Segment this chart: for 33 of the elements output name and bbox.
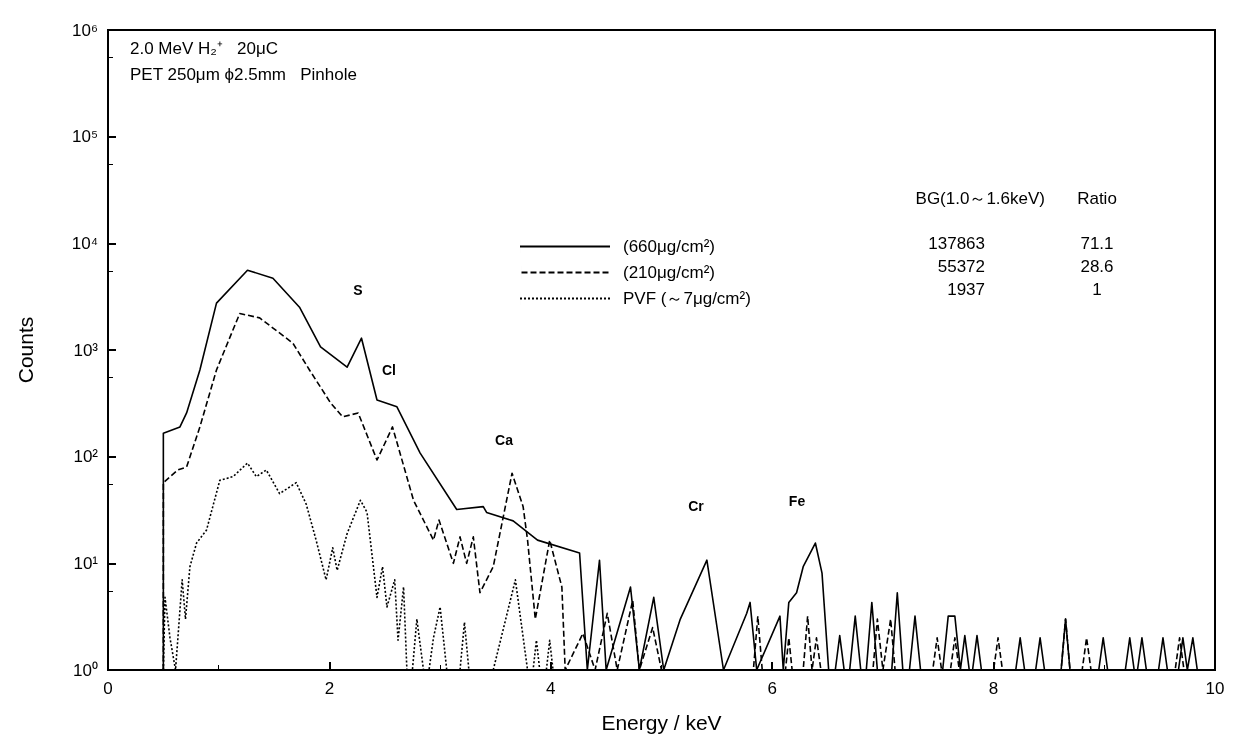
legend-label: (660μg/cm²) [623, 237, 715, 256]
y-tick-label: 10⁴ [71, 233, 98, 253]
annotation: BG(1.0～1.6keV) [915, 189, 1045, 208]
y-tick-label: 10¹ [73, 553, 99, 573]
x-tick-label: 0 [103, 679, 113, 698]
annotation: Ca [495, 432, 514, 448]
x-tick-label: 8 [988, 679, 999, 698]
x-axis-title: Energy / keV [601, 711, 722, 734]
x-tick-label: 10 [1205, 679, 1225, 698]
annotation: Cr [688, 498, 705, 514]
legend-label: (210μg/cm²) [623, 263, 715, 282]
annotation: S [353, 282, 363, 298]
y-tick-label: 10⁰ [73, 660, 98, 680]
annotation: 2.0 MeV H₂⁺ 20μC [130, 39, 279, 58]
x-tick-label: 6 [767, 679, 777, 698]
y-tick-label: 10⁵ [72, 127, 98, 147]
annotation: Fe [788, 493, 806, 509]
y-axis-title: Counts [14, 316, 37, 384]
annotation: 1937 [947, 280, 985, 299]
annotation: 1 [1092, 280, 1102, 299]
annotation: 55372 [937, 257, 985, 276]
y-tick-label: 10³ [73, 340, 99, 360]
annotation: Ratio [1077, 189, 1117, 208]
x-tick-label: 2 [324, 679, 335, 698]
annotation: 137863 [928, 234, 985, 253]
annotation: 71.1 [1080, 234, 1114, 253]
legend-label: PVF (～7μg/cm²) [623, 289, 751, 308]
annotation: Cl [382, 362, 396, 378]
y-tick-label: 10⁶ [72, 20, 98, 40]
x-tick-label: 4 [546, 679, 556, 698]
annotation: PET 250μm ϕ2.5mm Pinhole [130, 65, 357, 84]
annotation: 28.6 [1080, 257, 1114, 276]
y-tick-label: 10² [73, 447, 99, 467]
